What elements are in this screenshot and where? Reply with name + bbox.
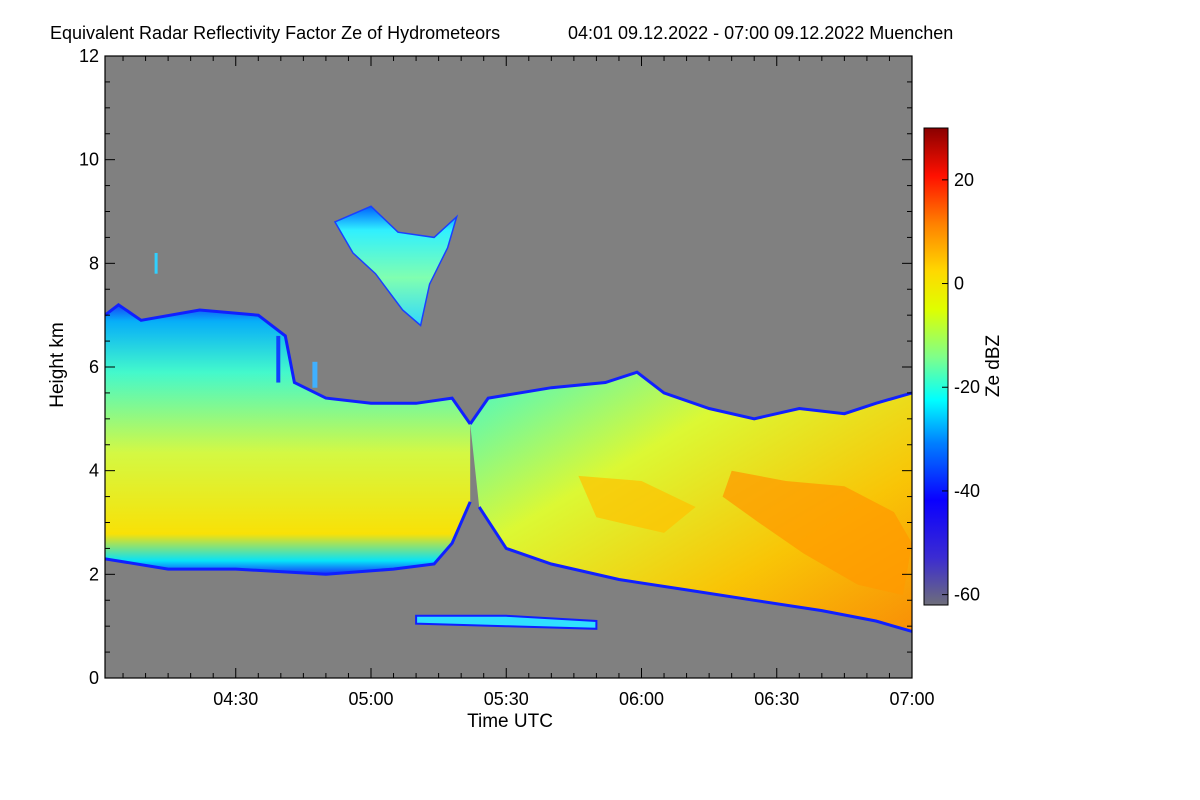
echo-late-core-2	[578, 475, 696, 533]
y-tick-label: 0	[89, 668, 99, 688]
x-tick-label: 05:00	[348, 689, 393, 709]
colorbar: -60 -40 -20 0 20 Ze dBZ	[923, 127, 1004, 606]
x-tick-label: 07:00	[889, 689, 934, 709]
echo-small-2	[276, 335, 281, 383]
y-tick-label: 4	[89, 461, 99, 481]
colorbar-gradient	[923, 127, 949, 606]
y-tick-label: 2	[89, 564, 99, 584]
colorbar-tick-label: -60	[954, 585, 980, 605]
colorbar-label: Ze dBZ	[983, 334, 1004, 397]
echo-layer	[105, 205, 912, 633]
echo-main-cloud-early	[105, 304, 471, 575]
y-tick-label: 10	[79, 150, 99, 170]
y-axis: 0 2 4 6 8 10 12	[79, 46, 912, 688]
x-axis-title: Time UTC	[467, 711, 553, 732]
y-axis-title: Height km	[47, 322, 68, 408]
y-tick-label: 12	[79, 46, 99, 66]
colorbar-tick-label: -20	[954, 377, 980, 397]
x-tick-label: 06:00	[619, 689, 664, 709]
chart-title: Equivalent Radar Reflectivity Factor Ze …	[50, 23, 500, 43]
x-tick-label: 04:30	[213, 689, 258, 709]
echo-small-3	[312, 361, 318, 388]
x-tick-label: 05:30	[484, 689, 529, 709]
echo-low-streak	[415, 614, 598, 630]
echo-early-top-edge	[105, 302, 472, 425]
echo-small-1	[154, 252, 158, 274]
colorbar-tick-label: 20	[954, 170, 974, 190]
chart-subtitle: 04:01 09.12.2022 - 07:00 09.12.2022 Muen…	[568, 23, 953, 43]
colorbar-tick-label: 0	[954, 274, 964, 294]
y-tick-label: 8	[89, 253, 99, 273]
echo-early-bottom-edge	[105, 501, 472, 576]
echo-late-bottom-edge	[477, 506, 912, 633]
colorbar-tick-label: -40	[954, 481, 980, 501]
echo-main-cloud-late	[470, 372, 912, 632]
plot-area: 0 2 4 6 8 10 12 04:30 05:00 05:30 06:00 06:30 07:00	[79, 46, 935, 709]
colorbar-ticks: -60 -40 -20 0 20	[942, 170, 980, 605]
echo-late-top-edge	[468, 370, 912, 425]
x-axis: 04:30 05:00 05:30 06:00 06:30 07:00	[122, 56, 935, 709]
echo-upper-cloud	[333, 205, 459, 327]
y-tick-label: 6	[89, 357, 99, 377]
x-tick-label: 06:30	[754, 689, 799, 709]
echo-late-core	[722, 470, 912, 596]
